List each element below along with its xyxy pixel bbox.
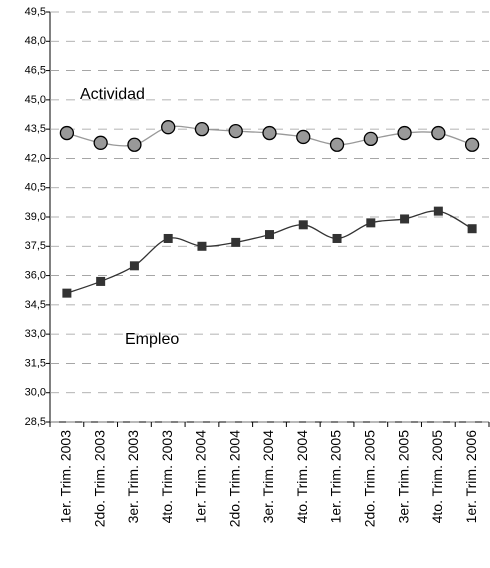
point [397,125,412,141]
x-tick-label: 4to. Trim. 2003 [159,430,175,524]
x-tick-label: 2do. Trim. 2004 [226,430,242,527]
x-tick-label: 3er. Trim. 2005 [395,430,411,524]
point [194,121,210,137]
point [467,224,477,234]
x-tick-label: 1er. Trim. 2006 [463,430,479,524]
x-tick-label: 1er. Trim. 2003 [58,430,74,524]
y-tick-label: 33,0 [25,328,46,340]
point [59,125,75,141]
point [163,233,173,243]
point [262,125,277,141]
point [96,276,106,286]
x-tick-label: 3er. Trim. 2004 [260,430,276,524]
point [93,135,108,150]
y-tick-label: 34,5 [25,299,46,311]
y-tick-label: 31,5 [25,357,46,369]
y-tick-label: 46,5 [25,64,46,76]
point [431,125,446,141]
point [464,137,480,152]
x-tick-label: 1er. Trim. 2005 [328,430,344,524]
y-tick-label: 40,5 [25,182,46,194]
series-label: Empleo [125,331,179,348]
point [265,230,274,240]
x-tick-label: 4to. Trim. 2005 [429,430,445,524]
point [400,214,410,224]
y-tick-label: 49,5 [25,6,46,18]
point [127,137,142,152]
x-tick-label: 4to. Trim. 2004 [294,430,310,524]
point [329,137,345,152]
point [433,206,443,216]
y-tick-label: 37,5 [25,240,46,252]
point [228,123,243,139]
y-tick-label: 28,5 [25,416,46,428]
point [62,288,72,298]
point [366,218,376,228]
y-tick-label: 45,0 [25,94,46,106]
series-label: Actividad [80,86,145,103]
point [197,241,207,251]
x-tick-label: 2do. Trim. 2003 [91,430,107,527]
x-tick-label: 2do. Trim. 2005 [362,430,378,527]
y-tick-label: 36,0 [25,269,46,281]
y-tick-label: 30,0 [25,387,46,399]
y-tick-label: 39,0 [25,211,46,223]
y-tick-label: 48,0 [25,35,46,47]
point [296,129,311,145]
series-line [66,210,473,294]
point [231,237,241,247]
point [332,233,342,243]
x-tick-label: 3er. Trim. 2003 [125,430,141,524]
x-tick-label: 1er. Trim. 2004 [193,430,209,524]
point [298,220,308,230]
point [161,120,176,135]
point [363,131,378,147]
y-tick-label: 43,5 [25,123,46,135]
point [129,261,139,271]
y-tick-label: 42,0 [25,152,46,164]
